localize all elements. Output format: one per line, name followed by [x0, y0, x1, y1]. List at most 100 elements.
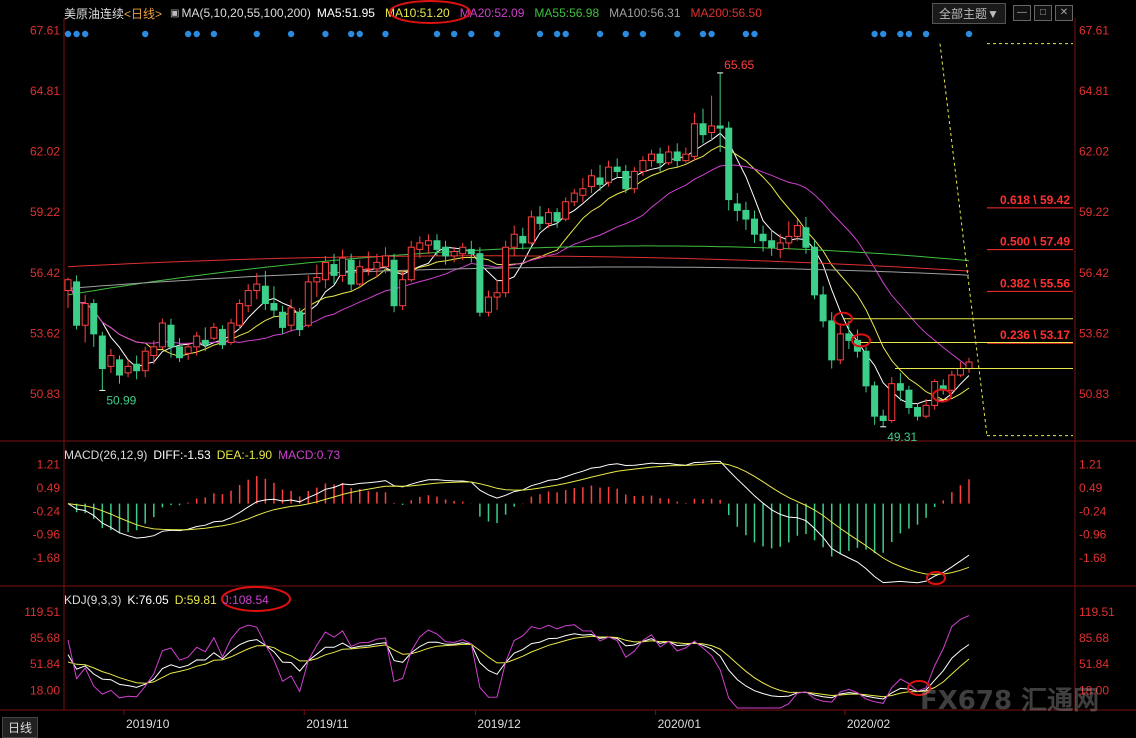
candle-body: [98, 335, 106, 370]
candle-body: [613, 166, 621, 172]
signal-dot: [433, 30, 441, 38]
signal-dot: [450, 30, 458, 38]
price-tick-left: 67.61: [30, 23, 60, 37]
high-label: 65.65: [724, 58, 754, 72]
signal-dot: [382, 30, 389, 38]
ma-settings-icon[interactable]: ▣: [170, 7, 180, 19]
candle-body: [648, 153, 656, 162]
diff-line: [67, 460, 970, 584]
candle-body: [339, 257, 347, 276]
annotation-circle: [221, 586, 291, 612]
candle-body: [510, 233, 518, 248]
ma200-line: [67, 255, 970, 272]
candle-body: [399, 279, 407, 307]
kdj-header: KDJ(9,3,3) K:76.05 D:59.81 J:108.54: [64, 589, 275, 611]
annotation-circle: [926, 571, 946, 585]
candle-body: [802, 227, 810, 248]
candle-body: [742, 209, 750, 220]
period-tab[interactable]: 日线: [2, 717, 39, 738]
price-tick-left: 59.22: [30, 205, 60, 219]
kdj-tick-right: 119.51: [1079, 605, 1115, 619]
candle-body: [184, 346, 192, 354]
candle-body: [725, 127, 733, 201]
kdj-tick-left: 51.84: [30, 657, 60, 671]
kdj-tick-left: 85.68: [30, 631, 60, 645]
price-tick-left: 64.81: [30, 84, 60, 98]
candle-body: [956, 368, 964, 376]
restore-icon[interactable]: □: [1034, 5, 1052, 21]
candle-body: [476, 253, 484, 313]
annotation-circle: [389, 0, 471, 24]
signal-dot: [708, 30, 715, 38]
period-label: <日线>: [124, 6, 163, 21]
price-tick-left: 53.62: [30, 326, 60, 340]
candle-body: [115, 359, 123, 376]
candle-body: [141, 350, 149, 372]
candle-body: [287, 307, 295, 326]
candle-body: [373, 261, 381, 270]
candle-body: [536, 216, 544, 224]
watermark: FX678 汇通网: [920, 686, 1100, 716]
price-tick-left: 50.83: [30, 387, 60, 401]
candle-body: [965, 361, 973, 370]
price-tick-right: 53.62: [1079, 326, 1109, 340]
candle-body: [587, 175, 595, 188]
candle-body: [793, 225, 801, 237]
candle-body: [347, 259, 355, 285]
candle-body: [673, 151, 681, 162]
date-label: 2019/12: [477, 717, 521, 731]
kdj-k: K:76.05: [127, 593, 169, 607]
candle-body: [579, 188, 587, 196]
candle-body: [665, 151, 673, 164]
price-tick-left: 62.02: [30, 145, 60, 159]
candle-body: [682, 153, 690, 162]
signal-dot: [253, 30, 260, 38]
candle-body: [107, 355, 115, 367]
candle-body: [914, 407, 922, 417]
candle-body: [948, 374, 956, 391]
kdj-tick-right: 85.68: [1079, 631, 1109, 645]
candle-body: [236, 303, 244, 326]
candle-body: [785, 235, 793, 244]
theme-dropdown[interactable]: 全部主题▼: [932, 3, 1006, 24]
candle-body: [871, 385, 879, 417]
candle-body: [768, 240, 776, 248]
candle-body: [330, 264, 338, 276]
candle-body: [905, 389, 913, 409]
ma20-line: [67, 164, 970, 368]
candle-body: [150, 346, 158, 357]
macd-tick-left: 0.49: [37, 481, 61, 495]
ma10-line: [67, 145, 970, 401]
candle-body: [896, 383, 904, 391]
signal-dot: [468, 30, 475, 38]
low-label: 50.99: [106, 393, 136, 407]
candle-body: [467, 248, 475, 255]
ma-values: MA5:51.95 MA10:51.20 MA20:52.09 MA55:56.98 M…: [317, 6, 772, 20]
candle-body: [124, 365, 132, 374]
date-label: 2019/11: [306, 717, 349, 731]
signal-dot: [897, 30, 904, 38]
price-tick-right: 62.02: [1079, 145, 1109, 159]
signal-dot: [493, 30, 501, 38]
candle-body: [433, 240, 441, 250]
candle-body: [776, 242, 784, 250]
candle-body: [708, 125, 716, 133]
close-icon[interactable]: ✕: [1055, 5, 1073, 21]
ma5-line: [67, 132, 970, 405]
candle-body: [313, 277, 321, 283]
kdj-tick-right: 51.84: [1079, 657, 1109, 671]
candle-body: [845, 333, 853, 341]
candle-body: [218, 329, 226, 346]
annotation-circle: [907, 680, 931, 696]
candle-body: [253, 283, 261, 292]
macd-tick-left: 1.21: [37, 458, 61, 472]
annotation-circle: [833, 311, 853, 326]
minimize-icon[interactable]: —: [1013, 5, 1031, 21]
fib-level-label: 0.382 \ 55.56: [1000, 276, 1070, 290]
candle-body: [519, 235, 527, 244]
ma55-line: [67, 245, 970, 296]
macd-tick-right: -0.24: [1079, 504, 1107, 518]
signal-dot: [922, 30, 930, 38]
